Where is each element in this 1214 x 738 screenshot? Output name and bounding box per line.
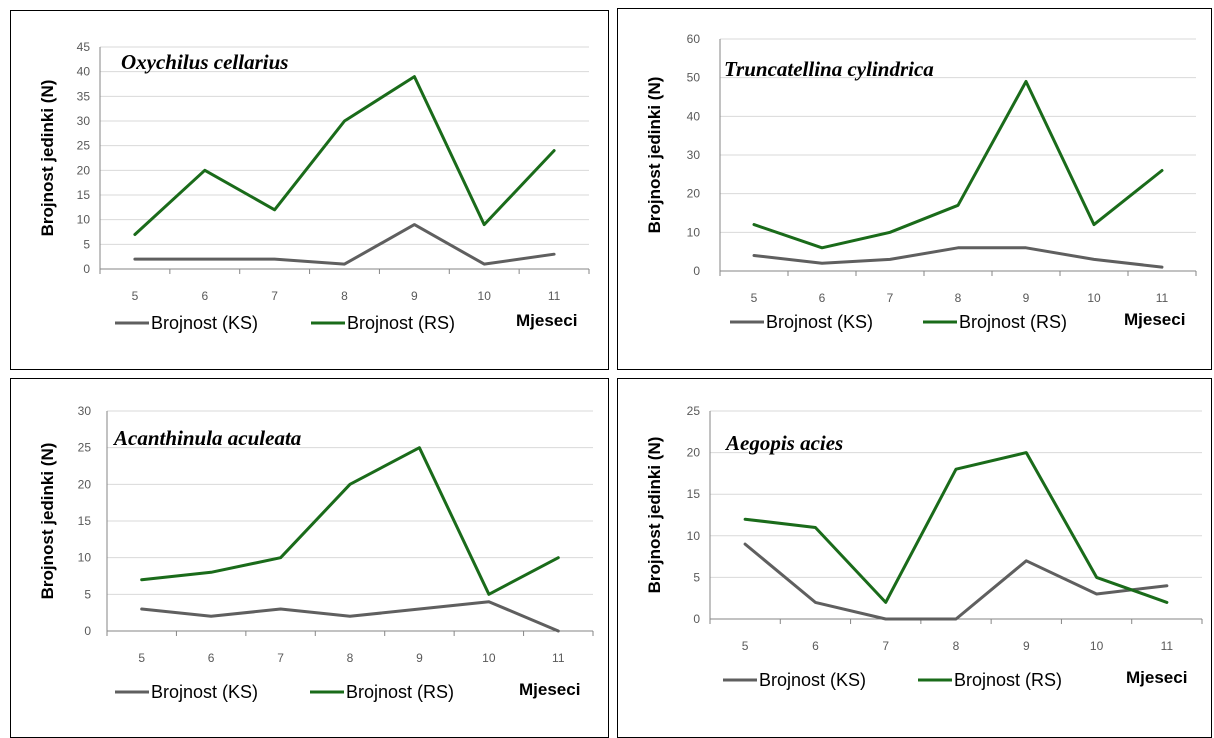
x-tick-label: 6 (208, 651, 215, 665)
x-tick-label: 6 (812, 639, 819, 653)
y-axis-label: Brojnost jedinki (N) (645, 77, 664, 234)
y-tick-label: 10 (687, 225, 701, 239)
series-line-ks (754, 248, 1162, 267)
series-line-ks (745, 544, 1167, 619)
y-tick-label: 50 (687, 71, 701, 85)
x-tick-label: 5 (751, 291, 758, 305)
legend-label-rs: Brojnost (RS) (346, 682, 454, 702)
y-tick-label: 0 (693, 264, 700, 278)
series-line-ks (142, 602, 559, 631)
x-tick-label: 9 (1023, 291, 1030, 305)
y-tick-label: 15 (78, 514, 92, 528)
x-tick-label: 11 (1161, 639, 1174, 653)
y-tick-label: 40 (77, 65, 91, 79)
x-axis-label: Mjeseci (1126, 668, 1187, 687)
legend-label-ks: Brojnost (KS) (151, 682, 258, 702)
y-tick-label: 5 (84, 587, 91, 601)
y-tick-label: 10 (687, 529, 701, 543)
y-tick-label: 25 (687, 404, 701, 418)
y-tick-label: 20 (687, 446, 701, 460)
x-tick-label: 9 (1023, 639, 1030, 653)
y-tick-label: 5 (693, 570, 700, 584)
x-tick-label: 6 (201, 289, 208, 303)
legend-label-rs: Brojnost (RS) (347, 313, 455, 333)
x-tick-label: 5 (742, 639, 749, 653)
line-chart: 0 5 10 15 20 25 30 5 6 7 8 9 10 11 Acanthinula aculeat… (11, 379, 608, 737)
x-tick-label: 10 (1087, 291, 1101, 305)
chart-panel-aegopis-acies: 0 5 10 15 20 25 5 6 7 8 9 10 11 Aegopis acies Brojnost… (617, 378, 1212, 738)
x-tick-label: 5 (138, 651, 145, 665)
y-tick-label: 5 (83, 237, 90, 251)
x-tick-label: 10 (1090, 639, 1104, 653)
x-tick-label: 11 (548, 289, 561, 303)
y-tick-label: 30 (78, 404, 92, 418)
line-chart: 0 10 20 30 40 50 60 5 6 7 8 9 10 11 Truncatellina cyli… (618, 9, 1211, 369)
x-tick-label: 5 (132, 289, 139, 303)
x-tick-label: 7 (882, 639, 889, 653)
y-tick-label: 35 (77, 89, 91, 103)
x-tick-label: 8 (955, 291, 962, 305)
y-tick-label: 20 (77, 163, 91, 177)
legend-label-ks: Brojnost (KS) (151, 313, 258, 333)
chart-panel-oxychilus-cellarius: 0 5 10 15 20 25 30 35 40 45 5 6 7 8 9 10 11 Oxychilus cel… (10, 10, 609, 370)
x-tick-label: 10 (482, 651, 496, 665)
x-tick-label: 10 (478, 289, 492, 303)
chart-panel-truncatellina-cylindrica: 0 10 20 30 40 50 60 5 6 7 8 9 10 11 Truncatellina cyli… (617, 8, 1212, 370)
x-tick-label: 7 (271, 289, 278, 303)
x-axis-label: Mjeseci (1124, 310, 1185, 329)
y-tick-label: 30 (77, 114, 91, 128)
y-tick-label: 20 (687, 187, 701, 201)
legend-label-rs: Brojnost (RS) (954, 670, 1062, 690)
chart-title: Acanthinula aculeata (112, 426, 301, 450)
x-tick-label: 9 (416, 651, 423, 665)
y-tick-label: 45 (77, 40, 91, 54)
y-tick-label: 0 (83, 262, 90, 276)
y-tick-label: 40 (687, 109, 701, 123)
chart-panel-acanthinula-aculeata: 0 5 10 15 20 25 30 5 6 7 8 9 10 11 Acanthinula aculeat… (10, 378, 609, 738)
series-line-rs (745, 453, 1167, 603)
x-axis-label: Mjeseci (516, 311, 577, 330)
x-tick-label: 6 (819, 291, 826, 305)
series-line-rs (135, 77, 554, 235)
y-axis-label: Brojnost jedinki (N) (645, 437, 664, 594)
x-tick-label: 11 (552, 651, 565, 665)
x-tick-label: 7 (887, 291, 894, 305)
chart-title: Aegopis acies (724, 431, 843, 455)
line-chart: 0 5 10 15 20 25 30 35 40 45 5 6 7 8 9 10 11 Oxychilus cel… (11, 11, 608, 369)
y-tick-label: 60 (687, 32, 701, 46)
x-axis-label: Mjeseci (519, 680, 580, 699)
y-axis-label: Brojnost jedinki (N) (38, 80, 57, 237)
y-tick-label: 15 (77, 188, 91, 202)
series-line-rs (754, 82, 1162, 248)
chart-title: Oxychilus cellarius (121, 50, 288, 74)
x-tick-label: 7 (277, 651, 284, 665)
x-tick-label: 8 (953, 639, 960, 653)
legend-label-ks: Brojnost (KS) (759, 670, 866, 690)
x-tick-label: 11 (1156, 291, 1169, 305)
y-tick-label: 20 (78, 477, 92, 491)
x-tick-label: 9 (411, 289, 418, 303)
x-tick-label: 8 (347, 651, 354, 665)
y-tick-label: 10 (78, 551, 92, 565)
y-tick-label: 25 (77, 139, 91, 153)
y-tick-label: 0 (693, 612, 700, 626)
legend-label-ks: Brojnost (KS) (766, 312, 873, 332)
line-chart: 0 5 10 15 20 25 5 6 7 8 9 10 11 Aegopis acies Brojnost… (618, 379, 1211, 737)
x-tick-label: 8 (341, 289, 348, 303)
y-tick-label: 10 (77, 213, 91, 227)
y-tick-label: 30 (687, 148, 701, 162)
legend-label-rs: Brojnost (RS) (959, 312, 1067, 332)
chart-title: Truncatellina cylindrica (724, 57, 934, 81)
y-tick-label: 25 (78, 441, 92, 455)
y-tick-label: 0 (84, 624, 91, 638)
y-tick-label: 15 (687, 487, 701, 501)
y-axis-label: Brojnost jedinki (N) (38, 443, 57, 600)
